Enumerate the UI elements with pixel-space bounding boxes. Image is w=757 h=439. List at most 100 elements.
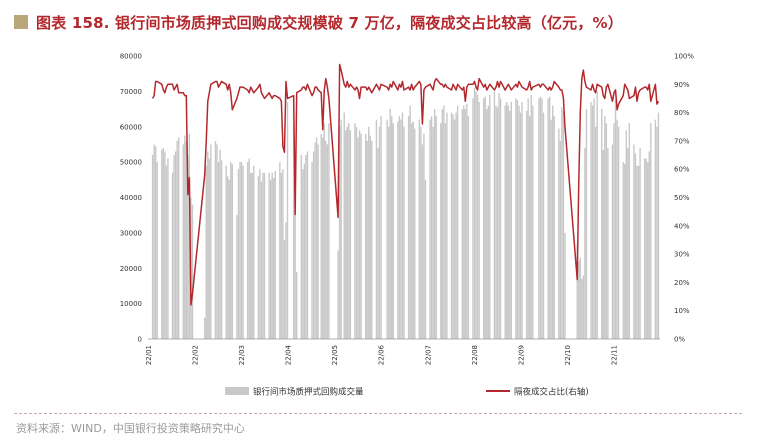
volume-bar: [337, 250, 339, 339]
left-axis-tick: 40000: [120, 194, 142, 202]
volume-bar: [475, 91, 477, 340]
volume-bar: [239, 162, 241, 340]
volume-bar: [484, 96, 486, 340]
volume-bar: [326, 144, 329, 339]
volume-bar: [418, 119, 421, 339]
volume-bar: [219, 149, 221, 339]
volume-bar: [516, 100, 519, 339]
volume-bar: [236, 215, 238, 339]
volume-bar: [165, 165, 168, 339]
volume-bar: [525, 110, 528, 339]
volume-bar: [578, 261, 580, 339]
volume-bar: [364, 133, 367, 339]
volume-bar: [443, 105, 445, 339]
volume-bar: [605, 123, 608, 340]
volume-bar: [315, 137, 318, 339]
volume-bar: [355, 126, 358, 339]
volume-bar: [410, 123, 413, 340]
volume-bar: [227, 176, 229, 339]
x-axis-tick: 22/03: [238, 345, 246, 365]
volume-bar: [242, 165, 244, 339]
volume-bar: [366, 140, 368, 339]
volume-bar: [259, 169, 261, 339]
x-axis-tick: 22/04: [285, 344, 293, 365]
volume-bar: [156, 162, 158, 340]
volume-bar: [466, 103, 468, 339]
volume-bar: [398, 116, 401, 339]
volume-bar: [369, 135, 371, 339]
volume-bar: [248, 158, 250, 339]
volume-bar: [564, 232, 566, 340]
volume-bar: [392, 123, 394, 340]
volume-bar: [498, 93, 500, 339]
volume-bar: [282, 169, 284, 339]
volume-bar: [253, 165, 255, 339]
volume-bar: [322, 137, 324, 339]
volume-bar: [601, 109, 603, 339]
legend-bar-swatch: [225, 387, 249, 395]
volume-bar: [611, 144, 614, 339]
right-axis-tick: 60%: [674, 166, 690, 174]
volume-bar: [645, 158, 647, 339]
volume-bar: [467, 116, 470, 339]
right-axis-tick: 100%: [674, 53, 694, 61]
volume-bar: [650, 123, 652, 340]
right-axis-tick: 20%: [674, 279, 690, 287]
volume-bar: [519, 112, 522, 339]
volume-bar: [323, 123, 325, 340]
volume-bar: [548, 96, 551, 340]
volume-bar: [187, 155, 189, 339]
volume-bar: [283, 239, 286, 339]
volume-bar: [368, 126, 370, 339]
volume-bar: [191, 204, 194, 339]
volume-bar: [581, 278, 583, 339]
volume-bar: [510, 101, 513, 339]
volume-bar: [594, 126, 597, 339]
volume-bar: [214, 140, 217, 339]
right-axis-tick: 30%: [674, 251, 690, 259]
volume-bar: [279, 162, 281, 340]
volume-bar: [552, 105, 554, 339]
volume-bar: [478, 101, 480, 339]
volume-bar: [343, 112, 345, 339]
volume-bar: [643, 158, 646, 339]
volume-bar: [639, 147, 641, 339]
volume-bar: [476, 94, 479, 339]
volume-bar: [380, 116, 382, 339]
volume-bar: [432, 126, 434, 339]
volume-bar: [604, 116, 606, 339]
volume-bar: [455, 112, 457, 339]
volume-bar: [204, 317, 206, 339]
volume-bar: [312, 151, 315, 339]
volume-bar: [538, 98, 540, 339]
volume-bar: [489, 94, 491, 339]
volume-bar: [521, 101, 523, 339]
volume-bar: [207, 151, 209, 339]
volume-bar: [585, 109, 588, 339]
volume-bar: [217, 162, 220, 340]
volume-bar: [487, 105, 490, 339]
volume-bar: [340, 119, 342, 339]
volume-bar: [216, 144, 218, 339]
x-axis-tick: 22/09: [517, 345, 525, 365]
x-axis-tick: 22/08: [471, 345, 479, 365]
volume-bar: [559, 140, 562, 339]
left-axis-tick: 20000: [120, 265, 142, 273]
volume-bar: [614, 100, 617, 339]
x-axis-tick: 22/02: [192, 345, 200, 365]
volume-bar: [305, 155, 307, 339]
volume-bar: [464, 109, 467, 339]
volume-bar: [377, 147, 379, 339]
volume-bar: [584, 147, 586, 339]
volume-bar: [303, 163, 306, 339]
volume-bar: [429, 119, 431, 339]
volume-bar: [656, 126, 658, 339]
volume-bar: [486, 109, 488, 339]
volume-bar: [493, 91, 496, 340]
volume-bar: [263, 172, 266, 339]
volume-bar: [657, 112, 660, 339]
volume-bar: [499, 98, 502, 339]
volume-bar: [260, 181, 263, 339]
volume-bar: [446, 112, 448, 339]
volume-bar: [550, 119, 552, 339]
